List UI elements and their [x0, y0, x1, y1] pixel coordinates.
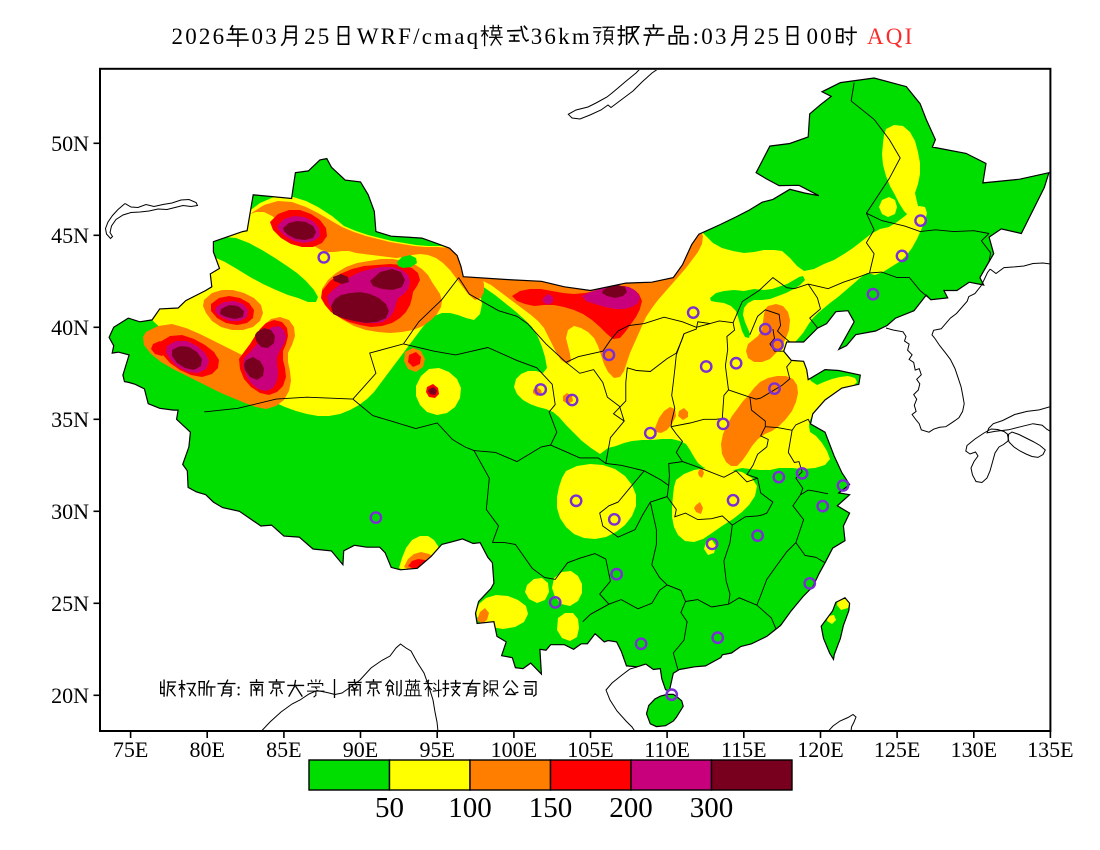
svg-text:20N: 20N — [51, 683, 89, 708]
svg-text:35N: 35N — [51, 407, 89, 432]
svg-text:90E: 90E — [343, 737, 378, 762]
svg-text:130E: 130E — [951, 737, 997, 762]
svg-text:200: 200 — [609, 792, 653, 824]
svg-text:85E: 85E — [266, 737, 301, 762]
svg-text:300: 300 — [690, 792, 734, 824]
svg-text:100: 100 — [448, 792, 492, 824]
svg-text:95E: 95E — [419, 737, 454, 762]
svg-text:30N: 30N — [51, 499, 89, 524]
svg-text:45N: 45N — [51, 223, 89, 248]
svg-text:100E: 100E — [491, 737, 537, 762]
svg-text:105E: 105E — [567, 737, 613, 762]
svg-text:150: 150 — [529, 792, 573, 824]
svg-text:40N: 40N — [51, 315, 89, 340]
svg-text:50N: 50N — [51, 131, 89, 156]
svg-text:135E: 135E — [1027, 737, 1073, 762]
svg-text:80E: 80E — [189, 737, 224, 762]
svg-text:75E: 75E — [113, 737, 148, 762]
svg-text:120E: 120E — [797, 737, 843, 762]
svg-text:110E: 110E — [644, 737, 690, 762]
svg-text:125E: 125E — [874, 737, 920, 762]
svg-text:50: 50 — [375, 792, 404, 824]
svg-text:25N: 25N — [51, 591, 89, 616]
svg-text:115E: 115E — [721, 737, 767, 762]
